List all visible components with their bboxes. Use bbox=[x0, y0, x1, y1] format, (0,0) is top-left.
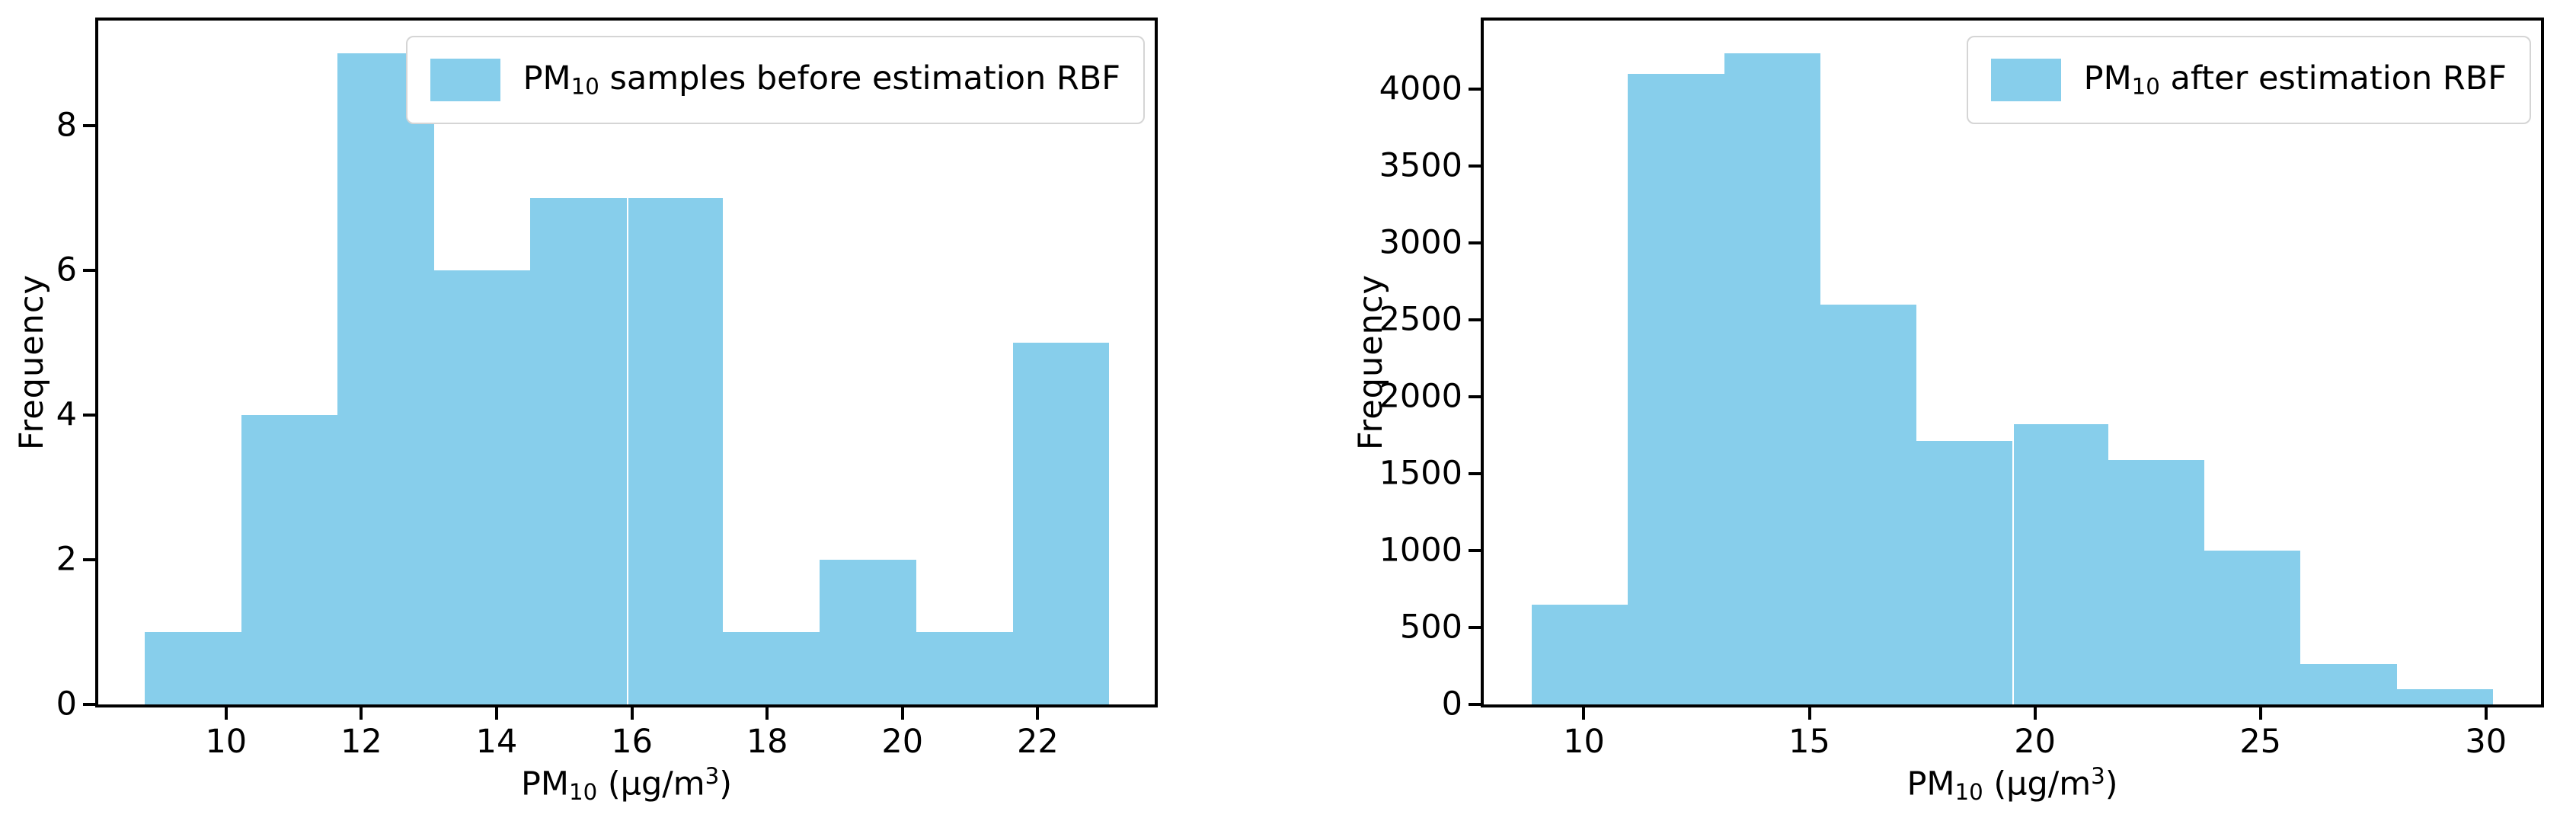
x-axis-tick-label: 25 bbox=[2239, 723, 2282, 761]
y-axis-tick-label: 0 bbox=[1441, 685, 1462, 723]
x-axis-tick bbox=[1807, 707, 1811, 720]
x-axis-tick-label: 18 bbox=[746, 723, 788, 761]
histogram-bar bbox=[2012, 424, 2109, 704]
x-axis-tick bbox=[360, 707, 363, 720]
histogram-bar bbox=[241, 414, 338, 704]
y-axis-tick bbox=[83, 703, 95, 706]
y-axis-tick bbox=[1469, 394, 1481, 398]
x-axis-tick bbox=[2484, 707, 2488, 720]
histogram-bar bbox=[337, 53, 435, 704]
y-axis-tick-label: 4000 bbox=[1379, 69, 1462, 108]
legend-label-after: PM10 after estimation RBF bbox=[2083, 59, 2507, 100]
legend-after: PM10 after estimation RBF bbox=[1966, 36, 2531, 124]
legend-before: PM10 samples before estimation RBF bbox=[405, 36, 1145, 124]
y-axis-tick bbox=[83, 268, 95, 272]
x-axis-tick bbox=[495, 707, 498, 720]
x-axis-label-before: PM10 (μg/m3) bbox=[520, 763, 733, 806]
y-axis-tick bbox=[1469, 703, 1481, 706]
y-axis-tick-label: 500 bbox=[1399, 608, 1462, 647]
y-axis-tick-label: 6 bbox=[56, 251, 77, 289]
histogram-bar bbox=[434, 270, 531, 704]
y-axis-label-text: Frequency bbox=[13, 274, 51, 451]
y-axis-tick-label: 2 bbox=[56, 540, 77, 579]
y-axis-tick-label: 2500 bbox=[1379, 300, 1462, 339]
y-axis-tick bbox=[1469, 471, 1481, 475]
y-axis-label-after: Frequency bbox=[1350, 18, 1392, 707]
y-axis-tick bbox=[83, 123, 95, 127]
x-axis-tick-label: 10 bbox=[205, 723, 248, 761]
x-axis-tick-label: 14 bbox=[475, 723, 518, 761]
x-axis-tick-label: 10 bbox=[1563, 723, 1605, 761]
x-axis-tick bbox=[765, 707, 769, 720]
histogram-bar bbox=[1628, 73, 1724, 704]
histogram-bar bbox=[1820, 304, 1916, 704]
y-axis-tick bbox=[1469, 164, 1481, 168]
legend-swatch-icon bbox=[430, 59, 500, 101]
y-axis-tick-label: 0 bbox=[56, 685, 77, 723]
y-axis-tick-label: 1000 bbox=[1379, 531, 1462, 570]
y-axis-tick-label: 1500 bbox=[1379, 454, 1462, 493]
y-axis-tick bbox=[1469, 318, 1481, 321]
y-axis-tick bbox=[1469, 241, 1481, 244]
histogram-bar bbox=[1916, 440, 2012, 704]
legend-swatch-icon bbox=[1990, 59, 2061, 101]
histogram-bar bbox=[2108, 459, 2205, 704]
y-axis-label-before: Frequency bbox=[11, 18, 53, 707]
y-axis-tick-label: 3000 bbox=[1379, 223, 1462, 262]
y-axis-tick-label: 3500 bbox=[1379, 146, 1462, 185]
histogram-bar bbox=[1532, 604, 1628, 704]
x-axis-tick bbox=[2258, 707, 2262, 720]
legend-label-before: PM10 samples before estimation RBF bbox=[523, 59, 1120, 100]
histogram-bar bbox=[916, 631, 1013, 704]
histogram-bar bbox=[723, 631, 820, 704]
x-axis-tick-label: 15 bbox=[1788, 723, 1830, 761]
histogram-bar bbox=[2300, 664, 2397, 704]
histogram-bar bbox=[530, 197, 628, 704]
plot-area-before: PM10 samples before estimation RBF 10 12 1… bbox=[56, 18, 1158, 760]
histogram-bar bbox=[1012, 342, 1109, 704]
x-axis-tick bbox=[2033, 707, 2037, 720]
y-axis-tick bbox=[83, 557, 95, 561]
x-axis-tick-label: 20 bbox=[881, 723, 924, 761]
y-axis-tick-label: 4 bbox=[56, 395, 77, 434]
x-axis-tick bbox=[224, 707, 228, 720]
y-axis-tick bbox=[1469, 548, 1481, 552]
plot-area-after: PM10 after estimation RBF 10 15 20 25 30 0 500… bbox=[1379, 18, 2544, 760]
y-axis-tick-label: 8 bbox=[56, 106, 77, 145]
x-axis-tick-label: 16 bbox=[611, 723, 653, 761]
x-axis-tick-label: 30 bbox=[2465, 723, 2507, 761]
y-axis-tick bbox=[83, 413, 95, 417]
y-axis-tick bbox=[1469, 626, 1481, 629]
x-axis-tick-label: 12 bbox=[340, 723, 382, 761]
x-axis-tick bbox=[1036, 707, 1040, 720]
histogram-bar bbox=[145, 631, 242, 704]
histogram-bar bbox=[2204, 550, 2301, 704]
histogram-bar bbox=[2396, 688, 2493, 704]
histogram-bar bbox=[1724, 53, 1820, 704]
y-axis-tick bbox=[1469, 87, 1481, 91]
x-axis-tick-label: 20 bbox=[2014, 723, 2056, 761]
x-axis-tick bbox=[1582, 707, 1586, 720]
y-axis-tick-label: 2000 bbox=[1379, 377, 1462, 416]
x-axis-tick-label: 22 bbox=[1017, 723, 1059, 761]
histogram-bar bbox=[627, 197, 724, 704]
x-axis-tick bbox=[630, 707, 634, 720]
histogram-bar bbox=[820, 559, 916, 704]
x-axis-tick bbox=[900, 707, 904, 720]
x-axis-label-after: PM10 (μg/m3) bbox=[1906, 763, 2118, 806]
